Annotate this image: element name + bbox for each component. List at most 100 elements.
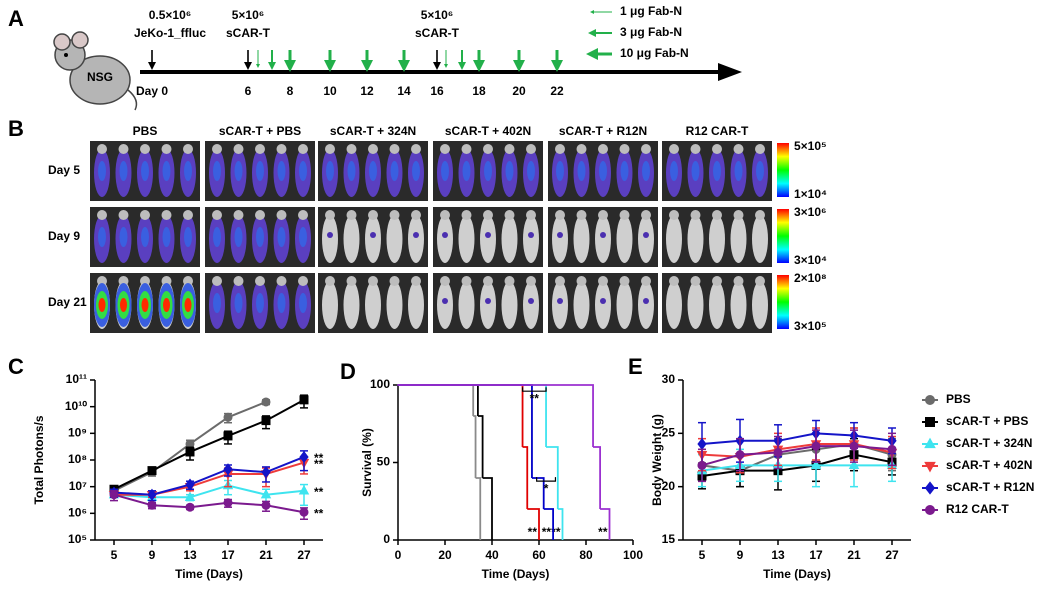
x-tick-label: 9 [737, 548, 744, 562]
mouse-head [389, 276, 400, 286]
signal-core [691, 161, 700, 181]
mouse-head [140, 144, 150, 154]
day-label: 14 [397, 84, 411, 98]
group-label: sCAR-T + PBS [219, 124, 301, 138]
mouse-head [598, 276, 608, 286]
day-label: Day 0 [136, 84, 168, 98]
y-tick-label: 10⁷ [69, 479, 87, 493]
mouse-image [437, 215, 453, 263]
signal-spot [600, 298, 606, 304]
group-label: R12 CAR-T [686, 124, 749, 138]
mouse-head [183, 210, 193, 220]
series-line [701, 443, 893, 458]
survival-step [557, 508, 564, 540]
mouse-image [552, 215, 568, 263]
signal-core [299, 293, 307, 313]
mouse-head [140, 276, 150, 286]
survival-step [527, 508, 540, 540]
legend-label: PBS [946, 392, 971, 406]
row-label: Day 9 [48, 229, 80, 243]
signal-core [599, 161, 607, 181]
mouse-head [619, 210, 630, 220]
x-tick-label: 100 [623, 548, 643, 562]
mouse-head [712, 276, 722, 286]
panel-letter: D [340, 359, 356, 384]
significance-label: ** [551, 525, 561, 539]
y-tick-label: 10¹⁰ [65, 399, 87, 413]
marker [184, 491, 196, 501]
mouse-image [365, 215, 381, 263]
survival-step [477, 415, 484, 478]
mouse-head [346, 144, 357, 154]
mouse-head [690, 210, 701, 220]
signal-spot [557, 298, 563, 304]
signal-core [119, 227, 128, 247]
signal-core [213, 293, 221, 313]
legend-marker [925, 395, 935, 405]
mouse-head [576, 276, 587, 286]
row-label: Day 21 [48, 295, 87, 309]
y-axis-label: Body Weight (g) [650, 414, 664, 506]
mouse-head [526, 210, 536, 220]
survival-step [398, 384, 533, 478]
marker [810, 459, 822, 470]
mouse-head [461, 276, 472, 286]
day-label: 8 [287, 84, 294, 98]
signal-core [369, 161, 377, 181]
significance-label: ** [314, 457, 324, 471]
y-tick-label: 50 [377, 455, 391, 469]
mouse-image [752, 215, 768, 263]
mouse-image [638, 215, 654, 263]
marker [299, 450, 309, 463]
mouse-head [555, 144, 565, 154]
mouse-head [212, 210, 222, 220]
annotation: ** [530, 391, 540, 405]
x-tick-label: 13 [183, 548, 197, 562]
x-tick-label: 60 [532, 548, 546, 562]
mouse-head [118, 276, 129, 286]
signal-core [347, 161, 356, 181]
x-tick-label: 17 [809, 548, 823, 562]
marker [261, 466, 271, 479]
signal-core [277, 293, 286, 313]
marker [848, 459, 860, 470]
series-line [113, 456, 305, 496]
timeline-arrowhead [718, 63, 742, 81]
mouse-head [555, 276, 565, 286]
mouse-head [411, 144, 421, 154]
mouse-head [526, 144, 536, 154]
signal-spot [327, 232, 333, 238]
signal-core [620, 161, 629, 181]
mouse-image [386, 215, 403, 263]
survival-step [398, 384, 475, 416]
marker [773, 448, 783, 458]
marker [260, 488, 272, 499]
legend-label: 3 μg Fab-N [620, 25, 682, 39]
signal-core [642, 161, 650, 181]
marker [811, 441, 821, 451]
mouse-image [408, 281, 424, 329]
marker [849, 441, 859, 451]
mouse-head [346, 276, 357, 286]
y-axis-label: Total Photons/s [32, 415, 46, 504]
mouse-head [255, 144, 265, 154]
mouse-image [501, 281, 518, 329]
marker [697, 437, 707, 451]
day-label: 12 [360, 84, 374, 98]
mouse-head [233, 210, 244, 220]
mouse-head [440, 276, 450, 286]
mouse-image [573, 215, 590, 263]
series-line [701, 453, 893, 477]
x-axis-label: Time (Days) [482, 567, 550, 581]
mouse-strain: NSG [87, 70, 113, 84]
y-tick-label: 10¹¹ [66, 372, 87, 386]
day-label: 6 [245, 84, 252, 98]
mouse-head [669, 144, 679, 154]
survival-step [475, 477, 482, 540]
y-tick-label: 15 [662, 532, 676, 546]
y-tick-label: 30 [662, 372, 676, 386]
x-axis-label: Time (Days) [175, 567, 243, 581]
mouse-image [616, 281, 633, 329]
signal-core [734, 161, 743, 181]
mouse-head [619, 144, 630, 154]
